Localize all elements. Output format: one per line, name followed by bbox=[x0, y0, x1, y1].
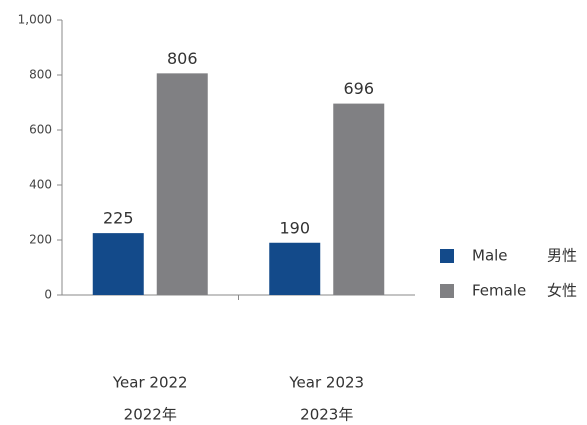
bar bbox=[92, 233, 144, 295]
legend-label: Female bbox=[472, 282, 526, 300]
x-tick-label: Year 2022 bbox=[112, 374, 188, 392]
bar bbox=[269, 242, 321, 295]
x-tick-label: Year 2023 bbox=[288, 374, 364, 392]
y-tick-label: 200 bbox=[29, 233, 52, 247]
y-tick-label: 400 bbox=[29, 178, 52, 192]
legend-swatch bbox=[440, 284, 454, 298]
y-tick-label: 800 bbox=[29, 68, 52, 82]
x-tick-label-zh: 2023年 bbox=[300, 406, 353, 424]
bar bbox=[333, 103, 385, 295]
data-label: 696 bbox=[343, 79, 374, 98]
legend-label-zh: 女性 bbox=[547, 282, 577, 300]
y-tick-label: 600 bbox=[29, 123, 52, 137]
x-tick-label-zh: 2022年 bbox=[124, 406, 177, 424]
data-label: 225 bbox=[103, 209, 134, 228]
legend-label-zh: 男性 bbox=[547, 247, 577, 265]
data-label: 190 bbox=[279, 218, 310, 237]
y-tick-label: 1,000 bbox=[18, 13, 52, 27]
legend-swatch bbox=[440, 249, 454, 263]
legend-label: Male bbox=[472, 247, 508, 265]
y-tick-label: 0 bbox=[44, 288, 52, 302]
data-label: 806 bbox=[167, 49, 198, 68]
bar bbox=[156, 73, 208, 295]
